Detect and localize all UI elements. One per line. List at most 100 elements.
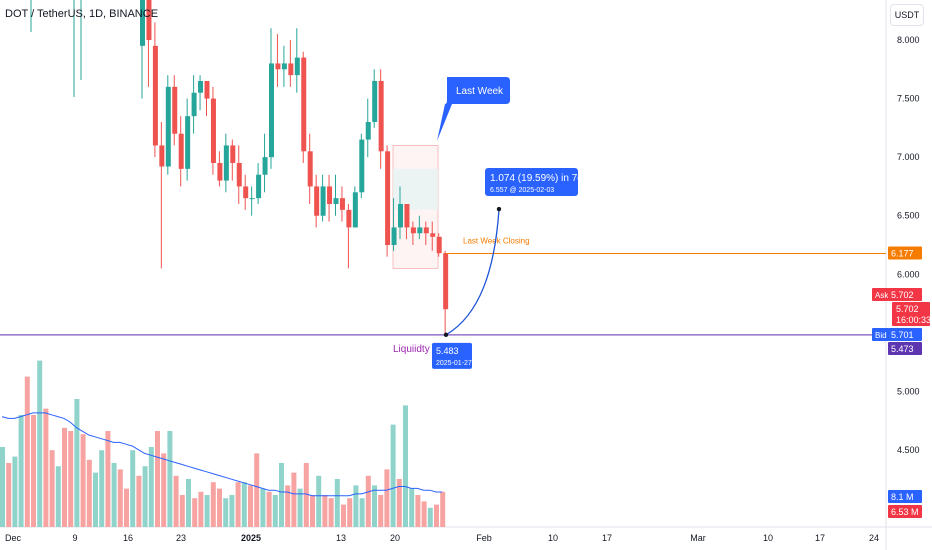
candle-body [223, 145, 229, 181]
candle-body [365, 122, 371, 140]
volume-bar [322, 495, 328, 527]
candle-body [378, 81, 384, 152]
volume-bar [179, 495, 185, 527]
candle-body [230, 145, 236, 163]
volume-bar [254, 453, 260, 527]
volume-bar [217, 488, 222, 527]
candle-body [423, 227, 429, 234]
volume-bar [105, 431, 111, 527]
candle-body [352, 192, 358, 228]
volume-bar [55, 466, 61, 527]
volume-bar [440, 491, 446, 527]
volume-bar [80, 434, 86, 527]
volume-bar [434, 504, 439, 527]
bid-price-tag-text: 5.701 [891, 330, 914, 340]
volume-bar [167, 431, 173, 527]
candle-body [281, 63, 287, 70]
volume-bar [291, 472, 297, 527]
volume-bar [12, 456, 18, 527]
x-tick-label: 23 [176, 533, 186, 543]
candle-body [159, 145, 165, 167]
volume-tag-1-box [888, 490, 922, 503]
low-label-box [432, 342, 472, 369]
volume-bar [161, 453, 167, 527]
projection-end-dot [496, 206, 502, 212]
purple-price-tag-text: 5.473 [891, 344, 914, 354]
projection-sub-text: 6.557 @ 2025-02-03 [490, 187, 554, 194]
x-tick-label: 10 [763, 533, 773, 543]
volume-bar [285, 485, 291, 527]
volume-bar [390, 424, 396, 527]
candle-body [339, 198, 345, 210]
ask-price-tag-text: 5.702 [891, 290, 914, 300]
volume-bar [260, 488, 266, 527]
candle-body [210, 98, 216, 163]
last-price-box [892, 302, 930, 326]
candle-body [172, 86, 178, 134]
volume-bar [111, 463, 117, 527]
volume-bar [328, 498, 334, 527]
volume-bar [155, 431, 160, 527]
candle-body [191, 92, 197, 117]
bid-label-box [872, 328, 889, 341]
volume-bar [403, 405, 408, 527]
y-tick-label: 8.000 [897, 35, 920, 45]
volume-bar [415, 495, 421, 527]
volume-bar [0, 447, 5, 527]
y-tick-label: 7.500 [897, 94, 920, 104]
candle-body [307, 151, 313, 187]
volume-bar [353, 485, 359, 527]
candle-body [430, 233, 436, 237]
volume-bar [310, 495, 315, 527]
volume-bar [204, 495, 210, 527]
ask-label-box [872, 288, 889, 301]
volume-bar [192, 498, 198, 527]
currency-button[interactable]: USDT [890, 4, 924, 26]
candle-body [249, 198, 255, 200]
volume-bar [31, 415, 36, 527]
candle-body [217, 163, 223, 181]
volume-bar [37, 360, 43, 527]
candle-body [178, 133, 184, 169]
candle-body [391, 227, 397, 245]
volume-bar [173, 475, 179, 527]
projection-curve [445, 208, 500, 336]
bid-price-tag-box [888, 328, 922, 341]
x-tick-label: Feb [476, 533, 492, 543]
volume-bar [303, 463, 309, 527]
volume-bar [365, 475, 371, 527]
candle-body [269, 63, 274, 158]
volume-bar [130, 450, 136, 527]
last-week-callout-text: Last Week [456, 86, 504, 97]
volume-bar [93, 472, 98, 527]
projection-title-text: 1.074 (19.59%) in 7d [490, 173, 583, 184]
volume-bar [117, 469, 123, 527]
volume-bar [266, 491, 272, 527]
volume-bar [223, 498, 229, 527]
projection-start-dot [443, 332, 449, 338]
candle-body [436, 236, 442, 254]
volume-tag-2-text: 6.53 M [891, 507, 919, 517]
y-tick-label: 6.000 [897, 269, 920, 279]
y-tick-label: 7.000 [897, 152, 920, 162]
last-week-closing-label: Last Week Closing [463, 237, 530, 246]
volume-bar [229, 495, 235, 527]
countdown-text: 16:00:33 [896, 315, 931, 325]
candle-body [301, 57, 307, 152]
candle-body [320, 186, 326, 216]
volume-bar [396, 479, 402, 527]
x-tick-label: 20 [390, 533, 400, 543]
volume-bar [68, 431, 74, 527]
x-tick-label: 16 [123, 533, 133, 543]
projection-label-box [485, 168, 578, 196]
candle-body [372, 81, 378, 122]
volume-bar [334, 479, 340, 527]
candle-body [294, 57, 300, 76]
volume-bar [409, 488, 415, 527]
candle-body [275, 63, 281, 70]
volume-bar [272, 495, 278, 527]
candle-body [314, 186, 320, 216]
volume-bar [427, 507, 433, 527]
low-date-text: 2025-01-27 [436, 360, 472, 367]
